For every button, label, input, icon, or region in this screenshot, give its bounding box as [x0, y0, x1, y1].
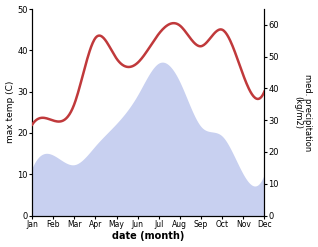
X-axis label: date (month): date (month) — [112, 231, 184, 242]
Y-axis label: med. precipitation
(kg/m2): med. precipitation (kg/m2) — [293, 74, 313, 151]
Y-axis label: max temp (C): max temp (C) — [5, 81, 15, 144]
